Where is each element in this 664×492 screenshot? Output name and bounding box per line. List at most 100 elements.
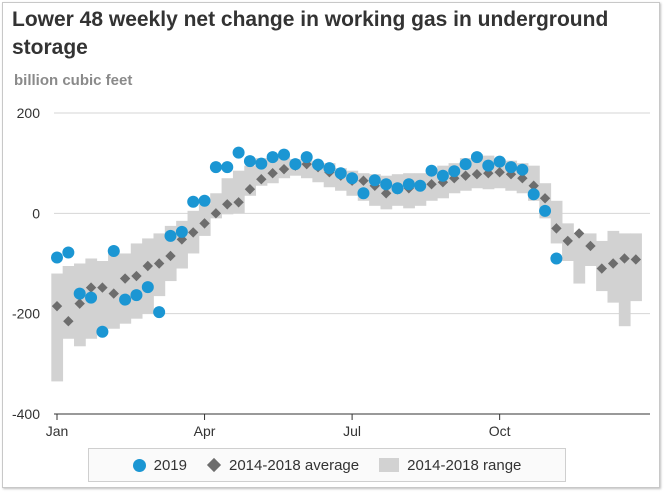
- average-point: [619, 253, 630, 264]
- average-point: [494, 166, 505, 178]
- point-2019: [312, 158, 325, 171]
- point-2019: [527, 188, 540, 201]
- average-point: [551, 223, 562, 234]
- point-2019: [402, 178, 415, 191]
- point-2019: [448, 165, 461, 178]
- point-2019: [73, 287, 86, 300]
- average-point: [426, 179, 437, 190]
- point-2019: [85, 291, 98, 304]
- y-tick-label: 0: [32, 205, 40, 221]
- range-bar: [573, 233, 586, 284]
- average-point: [380, 188, 392, 199]
- legend-item-average[interactable]: 2014-2018 average: [206, 457, 359, 474]
- range-bar: [312, 163, 325, 183]
- average-point: [596, 263, 607, 274]
- point-2019: [232, 146, 245, 159]
- average-point: [244, 184, 256, 195]
- range-bar: [301, 160, 313, 179]
- average-point: [85, 282, 97, 293]
- point-2019: [141, 281, 154, 294]
- legend-item-range[interactable]: 2014-2018 range: [379, 457, 521, 474]
- average-point: [131, 270, 142, 282]
- point-2019: [221, 161, 234, 174]
- point-2019: [414, 179, 427, 192]
- point-2019: [130, 289, 143, 302]
- average-point: [142, 260, 153, 272]
- point-2019: [119, 293, 132, 306]
- point-2019: [380, 178, 393, 191]
- x-tick-label: Apr: [194, 423, 216, 439]
- average-point: [528, 180, 539, 191]
- average-point: [585, 240, 596, 252]
- point-2019: [425, 164, 438, 177]
- point-2019: [175, 225, 188, 238]
- range-bar: [244, 165, 257, 196]
- legend-label-2019: 2019: [153, 456, 187, 474]
- average-point: [108, 288, 119, 299]
- point-2019: [470, 151, 483, 164]
- point-2019: [255, 157, 268, 170]
- average-point: [63, 315, 74, 327]
- point-2019: [550, 252, 563, 265]
- average-point: [517, 173, 528, 184]
- range-bar: [96, 260, 109, 329]
- average-point: [165, 250, 176, 262]
- range-bar: [210, 193, 222, 219]
- average-point: [267, 168, 278, 179]
- point-2019: [436, 169, 449, 182]
- range-bar: [618, 233, 631, 327]
- average-point: [119, 273, 131, 284]
- point-2019: [493, 155, 506, 168]
- average-point: [97, 282, 108, 293]
- average-point: [630, 254, 642, 265]
- average-point: [74, 298, 85, 309]
- average-point: [256, 174, 267, 185]
- legend-item-2019[interactable]: 2019: [132, 456, 187, 474]
- range-series: [51, 154, 642, 382]
- range-bar: [51, 273, 64, 382]
- range-bar: [130, 243, 143, 319]
- range-bar: [62, 266, 75, 339]
- point-2019: [300, 151, 313, 164]
- average-point: [562, 235, 573, 247]
- average-point: [199, 218, 210, 229]
- range-bar: [142, 238, 154, 314]
- point-2019: [164, 229, 177, 242]
- average-point: [358, 175, 369, 186]
- point-2019: [51, 251, 63, 264]
- range-bar: [119, 253, 132, 324]
- series-2019: [51, 146, 563, 338]
- point-2019: [266, 151, 279, 164]
- x-tick-label: Jan: [46, 423, 69, 439]
- point-2019: [289, 158, 302, 171]
- average-point: [573, 228, 585, 239]
- average-point: [188, 227, 199, 238]
- range-bar: [176, 220, 188, 269]
- chart-title: Lower 48 weekly net change in working ga…: [12, 8, 609, 59]
- point-2019: [278, 148, 290, 161]
- chart-subtitle: billion cubic feet: [14, 72, 133, 89]
- point-2019: [505, 161, 517, 174]
- y-tick-label: -400: [12, 406, 40, 422]
- range-bar: [221, 178, 234, 215]
- point-2019: [198, 194, 211, 207]
- point-2019: [391, 182, 404, 195]
- average-point: [210, 208, 222, 219]
- point-2019: [539, 204, 552, 217]
- legend-diamond-icon: [206, 457, 222, 473]
- average-point: [278, 163, 290, 175]
- point-2019: [187, 195, 200, 208]
- average-point: [153, 258, 165, 269]
- average-point: [607, 258, 619, 269]
- range-bar: [630, 233, 642, 302]
- average-point: [51, 300, 63, 312]
- legend-range-icon: [379, 458, 400, 472]
- average-point: [471, 169, 483, 180]
- legend-label-range: 2014-2018 range: [407, 456, 522, 474]
- point-2019: [516, 163, 529, 176]
- average-point: [539, 193, 551, 204]
- x-tick-label: Jul: [343, 423, 361, 439]
- point-2019: [107, 244, 120, 257]
- x-tick-label: Oct: [489, 423, 511, 439]
